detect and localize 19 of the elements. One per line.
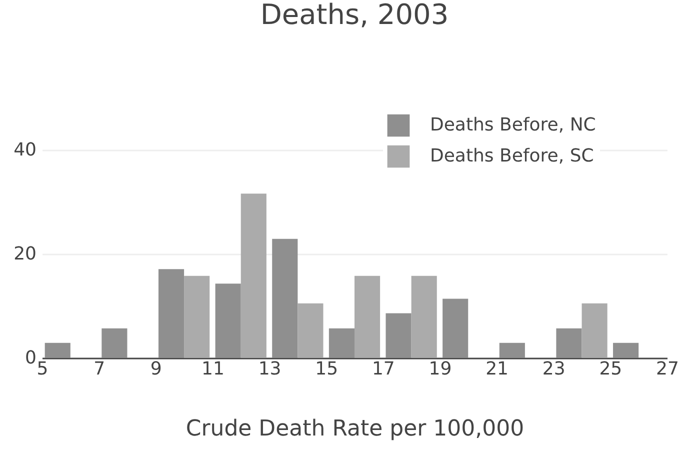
x-tick-label: 15 — [315, 358, 338, 380]
chart-title: Deaths, 2003 — [260, 0, 449, 31]
x-axis-title: Crude Death Rate per 100,000 — [186, 416, 524, 442]
x-tick-label: 11 — [202, 358, 224, 380]
x-tick-label: 7 — [94, 358, 106, 380]
x-tick-label: 21 — [486, 358, 508, 380]
legend-label: Deaths Before, NC — [430, 114, 596, 136]
x-tick-label: 5 — [36, 358, 48, 380]
legend-label: Deaths Before, SC — [430, 146, 594, 166]
x-tick-label: 19 — [428, 358, 452, 380]
x-tick-label: 23 — [542, 358, 566, 380]
x-tick-label: 17 — [372, 358, 395, 380]
x-tick-label: 9 — [150, 358, 162, 380]
x-tick-label: 25 — [599, 358, 622, 380]
y-tick-label: 0 — [25, 348, 36, 368]
x-tick-label: 13 — [258, 358, 282, 380]
x-tick-label: 27 — [656, 358, 679, 380]
y-tick-label: 40 — [14, 140, 36, 160]
y-tick-label: 20 — [14, 244, 36, 264]
